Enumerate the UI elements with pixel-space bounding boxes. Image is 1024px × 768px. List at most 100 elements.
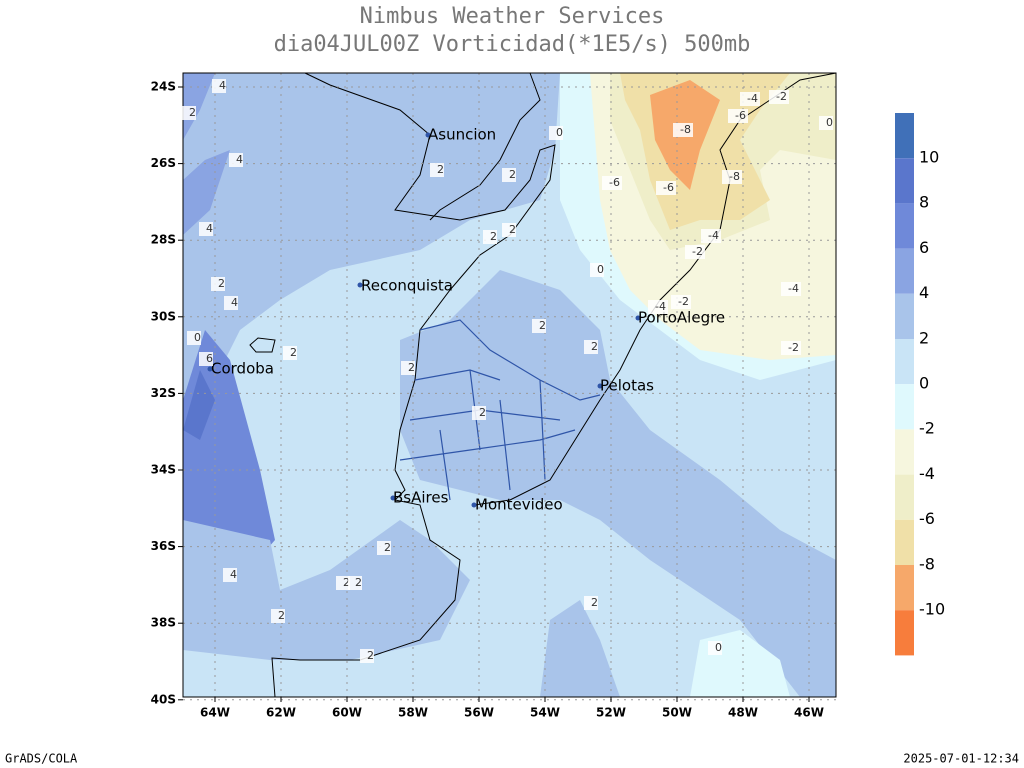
colorbar-label: 8 <box>919 193 929 212</box>
contour-label: 0 <box>194 331 201 344</box>
contour-label-bg <box>685 245 705 259</box>
contour-label-bg <box>549 126 563 140</box>
lon-label: 54W <box>530 706 560 720</box>
contour-label: 4 <box>236 153 243 166</box>
contour-label-bg <box>336 576 350 590</box>
lon-label: 52W <box>596 706 626 720</box>
lon-label: 60W <box>332 706 362 720</box>
contour-label-bg <box>656 181 676 195</box>
map-frame <box>182 72 837 698</box>
contour-label: 2 <box>367 649 374 662</box>
contour-label: -4 <box>655 300 666 313</box>
city-label: Pelotas <box>600 377 654 395</box>
contour-label-bg <box>584 596 598 610</box>
contour-label: 2 <box>437 163 444 176</box>
contour-label-bg <box>401 361 415 375</box>
contour-label-bg <box>532 319 546 333</box>
lon-label: 64W <box>200 706 230 720</box>
labels: 24S 26S 28S 30S 32S 34S 36S 38S 40S 64W 62W 60W 58W 5… <box>151 79 945 720</box>
contour-label: 2 <box>490 230 497 243</box>
contour-label: -6 <box>609 176 620 189</box>
contour-label-bg <box>502 168 516 182</box>
colorbar-box <box>895 293 914 339</box>
contour-label-bg <box>223 568 237 582</box>
contour-label: 2 <box>278 609 285 622</box>
colorbar-label: 2 <box>919 328 929 347</box>
city-marker <box>390 495 396 501</box>
contour-label-bg <box>673 123 693 137</box>
title: Nimbus Weather Services <box>360 4 665 29</box>
colorbar-label: -2 <box>919 419 935 438</box>
city-label: BsAires <box>393 489 449 507</box>
city-label: Montevideo <box>475 496 563 514</box>
contour-label: -2 <box>678 295 689 308</box>
contour-label-bg <box>212 79 226 93</box>
city-label: Asuncion <box>428 126 496 144</box>
colorbar-box <box>895 610 914 656</box>
contour-label: 0 <box>597 263 604 276</box>
contour-label-bg <box>584 340 598 354</box>
lon-label: 56W <box>464 706 494 720</box>
contour-label: -4 <box>747 92 758 105</box>
colorbar-box <box>895 203 914 249</box>
colorbar-box <box>895 248 914 294</box>
lat-label: 24S <box>151 80 176 94</box>
colorbar-label: 4 <box>919 283 929 302</box>
colorbar-box <box>895 565 914 611</box>
contour-label-bg <box>671 295 691 309</box>
contour-label: -6 <box>663 181 674 194</box>
colorbar-label: 10 <box>919 148 939 167</box>
footer-left: GrADS/COLA <box>5 752 78 766</box>
contour-label-bg <box>187 331 201 345</box>
contour-label-bg <box>377 541 391 555</box>
contour-label-bg <box>728 109 748 123</box>
contour-label: 2 <box>509 168 516 181</box>
contour-label: 0 <box>715 641 722 654</box>
contour-label-bg <box>701 229 721 243</box>
contour-label: 4 <box>231 296 238 309</box>
lon-label: 62W <box>266 706 296 720</box>
contour-label-bg <box>648 300 668 314</box>
lat-label: 30S <box>151 309 176 323</box>
contour-label: 2 <box>591 340 598 353</box>
colorbar-label: -6 <box>919 509 935 528</box>
contour-label: 4 <box>219 79 226 92</box>
contour-label-bg <box>590 263 604 277</box>
lat-label: 26S <box>151 156 176 170</box>
contour-label: 2 <box>509 223 516 236</box>
contour-label: -8 <box>680 123 691 136</box>
lon-label: 46W <box>794 706 824 720</box>
footer-right: 2025-07-01-12:34 <box>903 752 1019 766</box>
contour-label-bg <box>769 90 789 104</box>
contour-label-bg <box>740 92 760 106</box>
contour-label: -8 <box>729 170 740 183</box>
contour-label-bg <box>199 222 213 236</box>
lon-label: 50W <box>662 706 692 720</box>
city-label: Cordoba <box>211 360 274 378</box>
city-marker <box>635 315 641 321</box>
contour-label: 2 <box>290 346 297 359</box>
contour-label: -2 <box>692 245 703 258</box>
colorbar-box <box>895 474 914 520</box>
contour-label-bg <box>283 346 297 360</box>
colorbar-box <box>895 384 914 430</box>
contour-label-bg <box>819 116 833 130</box>
contour-label: 2 <box>479 406 486 419</box>
colorbar-box <box>895 339 914 385</box>
colorbar-box <box>895 158 914 204</box>
contour-label: 2 <box>384 541 391 554</box>
colorbar-box <box>895 113 914 159</box>
contour-label-bg <box>722 170 742 184</box>
colorbar-label: -10 <box>919 600 945 619</box>
lat-label: 40S <box>151 692 176 706</box>
contour-label: 2 <box>343 576 350 589</box>
contour-label: 2 <box>189 106 196 119</box>
city-marker <box>425 132 431 138</box>
contour-label-bg <box>360 649 374 663</box>
contour-label: -4 <box>788 282 799 295</box>
colorbar-label: -8 <box>919 554 935 573</box>
lat-label: 36S <box>151 539 176 553</box>
contour-label-bg <box>502 223 516 237</box>
city-marker <box>357 282 363 288</box>
